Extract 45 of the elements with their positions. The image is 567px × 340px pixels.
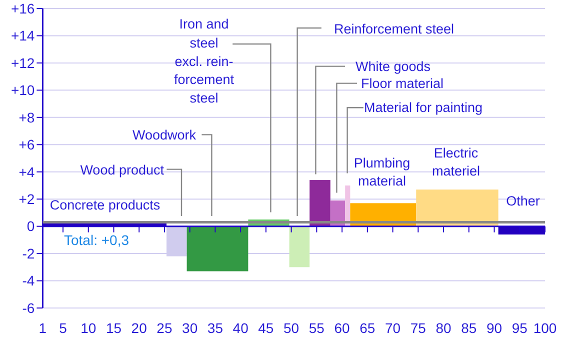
x-tick-label: 60 — [334, 320, 350, 336]
y-tick-label: 0 — [26, 218, 35, 234]
x-tick-label: 25 — [156, 320, 172, 336]
y-tick-label: +16 — [10, 0, 35, 16]
y-tick-label: -6 — [22, 300, 35, 316]
annotation: Other — [506, 194, 540, 209]
y-tick-label: -2 — [22, 245, 35, 262]
annotation: Iron and steel excl. rein- forcement steel — [174, 16, 234, 106]
annotation: Wood product — [80, 162, 164, 178]
annotation: Floor material — [361, 76, 444, 92]
x-tick-label: 70 — [385, 320, 401, 336]
x-tick-label: 50 — [284, 320, 300, 336]
annotation: Electric materiel — [432, 146, 480, 179]
x-tick-label: 45 — [258, 320, 274, 336]
y-tick-label: +10 — [10, 82, 35, 98]
y-tick-label: +8 — [18, 109, 35, 126]
x-tick-label: 1 — [38, 320, 47, 336]
x-tick-label: 20 — [131, 320, 148, 336]
annotation: Reinforcement steel — [334, 22, 454, 37]
x-tick-label: 85 — [461, 320, 477, 336]
x-tick-label: 10 — [80, 320, 96, 336]
x-tick-label: 35 — [207, 320, 224, 336]
x-tick-label: 65 — [360, 320, 376, 336]
x-tick-label: 80 — [436, 320, 452, 336]
x-tick-label: 100 — [533, 320, 557, 336]
annotation: Woodwork — [132, 128, 196, 143]
y-tick-label: +4 — [18, 164, 35, 180]
y-tick-label: +2 — [18, 190, 35, 207]
annotation: Material for painting — [364, 100, 483, 116]
annotation: White goods — [356, 59, 431, 74]
x-tick-label: 40 — [232, 320, 249, 336]
x-tick-label: 30 — [182, 320, 198, 336]
y-tick-label: -4 — [22, 272, 35, 289]
annotation: Plumbing material — [354, 156, 410, 189]
x-tick-label: 90 — [486, 320, 502, 336]
x-tick-label: 15 — [106, 320, 122, 336]
x-tick-label: 55 — [308, 320, 325, 336]
x-tick-label: 75 — [410, 320, 426, 336]
y-tick-label: +12 — [10, 54, 35, 71]
y-tick-label: +14 — [10, 28, 35, 44]
y-tick-label: +6 — [18, 136, 35, 153]
annotation: Concrete products — [50, 198, 160, 213]
x-tick-label: 95 — [512, 320, 528, 336]
ref-line-label: Total: +0,3 — [64, 232, 130, 248]
x-tick-label: 5 — [59, 320, 68, 336]
